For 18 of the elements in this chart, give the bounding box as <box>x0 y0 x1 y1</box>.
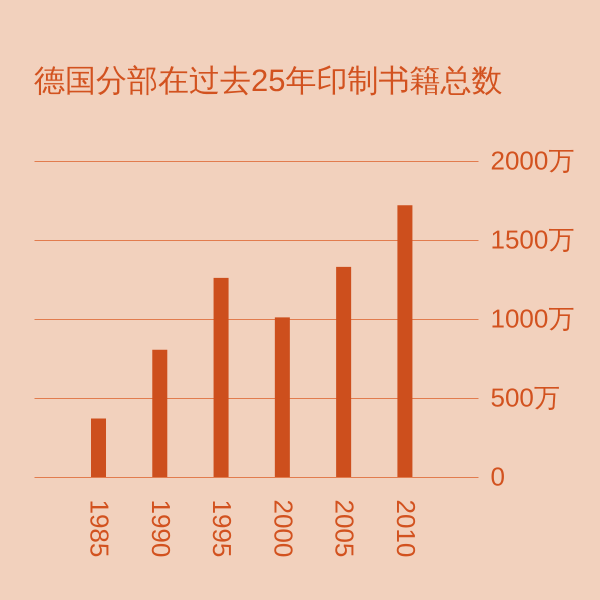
x-tick-label: 1985 <box>84 500 114 558</box>
chart-title: 德国分部在过去25年印制书籍总数 <box>34 63 502 98</box>
x-tick-label: 2000 <box>268 500 298 558</box>
bar <box>274 317 290 477</box>
x-tick-label: 2005 <box>330 500 360 558</box>
y-tick-label: 500万 <box>490 382 560 412</box>
y-tick-label: 1500万 <box>490 224 574 254</box>
bar <box>214 278 229 477</box>
bar <box>336 266 352 477</box>
x-tick-label: 1995 <box>207 500 238 558</box>
bar <box>397 205 412 477</box>
bar <box>152 350 168 477</box>
x-tick-label: 2010 <box>390 500 421 558</box>
y-tick-label: 0 <box>490 462 505 492</box>
y-tick-label: 2000万 <box>490 146 574 176</box>
x-tick-label: 1990 <box>146 500 176 558</box>
y-tick-label: 1000万 <box>490 304 574 334</box>
bar <box>90 418 106 477</box>
